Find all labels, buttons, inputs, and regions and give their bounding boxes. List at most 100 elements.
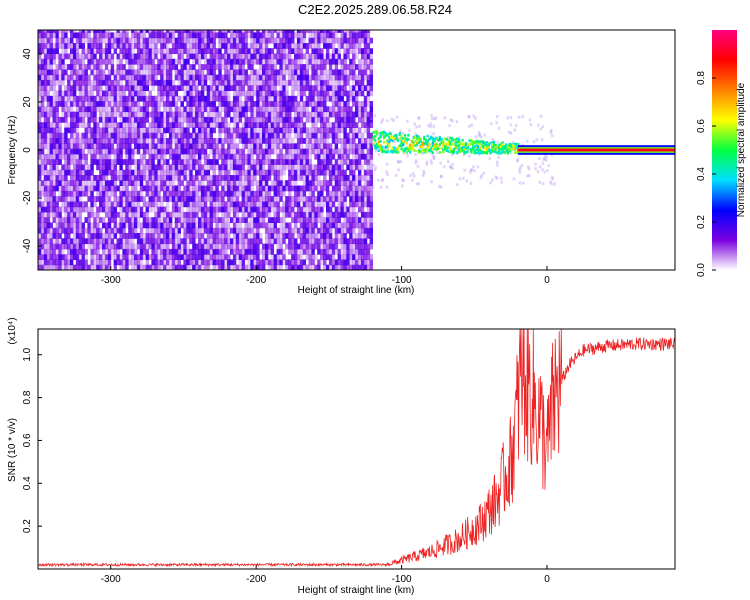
spectrogram-cell xyxy=(279,116,283,123)
spectrogram-cell xyxy=(337,122,341,128)
spectrogram-cell xyxy=(119,95,123,102)
spectrogram-cell xyxy=(282,95,286,102)
spectrogram-cell xyxy=(46,259,51,266)
spectrogram-cell xyxy=(294,148,298,155)
spectrogram-cell xyxy=(247,180,251,186)
spectrogram-cell xyxy=(323,222,327,229)
spectrogram-cell xyxy=(198,217,202,223)
spectrogram-cell xyxy=(209,206,213,213)
spectrogram-cell xyxy=(200,175,205,181)
spectrogram-cell xyxy=(328,233,333,239)
spectrogram-cell xyxy=(326,111,330,118)
spectrogram-cell xyxy=(331,85,336,91)
spectrogram-cell xyxy=(87,233,91,239)
spectrogram-cell xyxy=(294,106,298,113)
spectrogram-cell xyxy=(218,106,222,113)
spectrogram-cell xyxy=(273,201,277,208)
spectrogram-cell xyxy=(227,74,231,81)
spectrogram-cell xyxy=(366,217,371,223)
spectrogram-cell xyxy=(235,95,240,102)
spectrogram-cell xyxy=(157,48,161,54)
spectrogram-cell xyxy=(256,169,260,176)
spectrogram-cell xyxy=(238,95,243,102)
spectrogram-cell xyxy=(67,222,71,229)
spectrogram-cell xyxy=(276,264,280,270)
spectrogram-cell xyxy=(125,37,129,44)
spectrogram-cell xyxy=(230,153,234,160)
spectrogram-cell xyxy=(241,48,245,54)
spectrogram-cell xyxy=(163,227,167,234)
spectrogram-cell xyxy=(276,106,280,113)
spectrogram-cell xyxy=(113,122,117,128)
spectrogram-cell xyxy=(102,196,106,202)
spectrogram-cell xyxy=(49,222,53,229)
spectrogram-cell xyxy=(230,30,234,33)
spectrogram-cell xyxy=(305,48,309,54)
spectrogram-cell xyxy=(305,159,309,165)
spectrogram-cell xyxy=(183,30,187,33)
spectrogram-cell xyxy=(49,74,53,81)
spectrogram-cell xyxy=(81,116,85,123)
spectrogram-cell xyxy=(192,43,196,49)
spectrogram-cell xyxy=(110,53,115,60)
spectrogram-cell xyxy=(241,85,245,91)
spectrogram-cell xyxy=(131,30,135,33)
spectrogram-cell xyxy=(215,138,219,144)
spectrogram-cell xyxy=(87,106,91,113)
spectrogram-cell xyxy=(355,85,359,91)
spectrogram-cell xyxy=(317,138,321,144)
spectrogram-cell xyxy=(119,116,123,123)
spectrogram-cell xyxy=(294,111,298,118)
spectrogram-cell xyxy=(107,206,112,213)
spectrogram-cell xyxy=(55,164,59,171)
spectrogram-cell xyxy=(343,190,347,197)
spectrogram-cell xyxy=(516,159,519,163)
spectrogram-cell xyxy=(314,32,318,39)
spectrogram-cell xyxy=(250,238,254,245)
spectrogram-cell xyxy=(241,185,245,192)
spectrogram-cell xyxy=(363,190,368,197)
spectrogram-cell xyxy=(90,58,94,65)
spectrogram-cell xyxy=(200,243,205,250)
spectrogram-cell xyxy=(363,37,368,44)
spectrogram-cell xyxy=(267,116,272,123)
spectrogram-cell xyxy=(343,143,347,150)
spectrogram-cell xyxy=(343,175,347,181)
spectrogram-cell xyxy=(235,116,240,123)
spectrogram-cell xyxy=(46,190,51,197)
spectrogram-cell xyxy=(166,233,170,239)
spectrogram-cell xyxy=(288,201,292,208)
spectrogram-cell xyxy=(320,74,324,81)
spectrogram-cell xyxy=(189,132,193,139)
spectrogram-cell xyxy=(439,185,443,189)
spectrogram-cell xyxy=(331,32,336,39)
spectrogram-cell xyxy=(340,90,344,97)
spectrogram-cell xyxy=(291,48,295,54)
spectrogram-cell xyxy=(363,217,368,223)
spectrogram-cell xyxy=(49,264,53,270)
spectrogram-cell xyxy=(337,53,341,60)
spectrogram-cell xyxy=(227,79,231,86)
spectrogram-cell xyxy=(215,190,219,197)
spectrogram-cell xyxy=(43,79,48,86)
spectrogram-cell xyxy=(131,95,135,102)
spectrogram-cell xyxy=(38,217,42,223)
spectrogram-cell xyxy=(308,138,312,144)
spectrogram-cell xyxy=(168,58,173,65)
spectrogram-cell xyxy=(160,196,164,202)
spectrogram-cell xyxy=(142,254,147,260)
spectrogram-cell xyxy=(326,217,330,223)
spectrogram-cell xyxy=(363,43,368,49)
spectrogram-cell xyxy=(174,85,179,91)
spectrogram-cell xyxy=(64,101,68,107)
spectrogram-cell xyxy=(43,85,48,91)
spectrogram-cell xyxy=(104,95,109,102)
spectrogram-cell xyxy=(331,138,336,144)
spectrogram-cell xyxy=(352,259,356,266)
spectrogram-cell xyxy=(349,37,353,44)
spectrogram-cell xyxy=(148,90,152,97)
spectrogram-cell xyxy=(189,238,193,245)
spectrogram-cell xyxy=(81,64,85,70)
spectrogram-cell xyxy=(232,217,237,223)
spectrogram-cell xyxy=(352,153,356,160)
